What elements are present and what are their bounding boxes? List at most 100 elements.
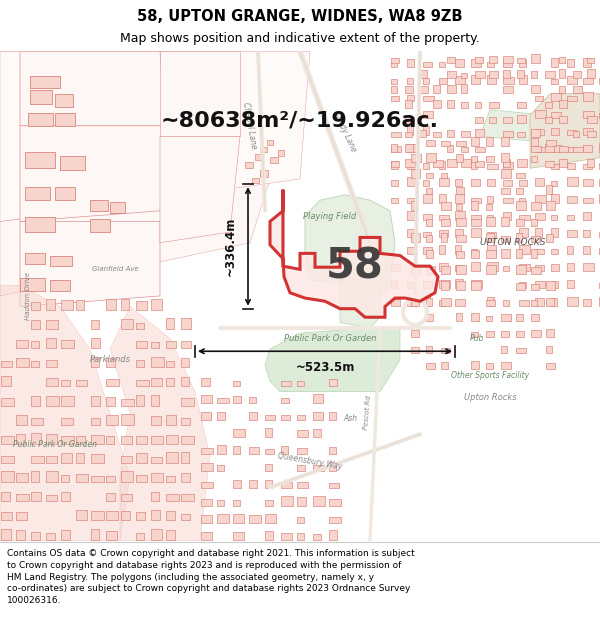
Polygon shape — [535, 298, 544, 306]
Polygon shape — [439, 230, 448, 238]
Polygon shape — [305, 195, 395, 296]
Polygon shape — [61, 453, 72, 463]
Polygon shape — [516, 233, 522, 242]
Polygon shape — [517, 159, 527, 168]
Polygon shape — [297, 415, 305, 421]
Polygon shape — [441, 362, 448, 369]
Polygon shape — [567, 147, 574, 152]
Polygon shape — [531, 236, 540, 242]
Polygon shape — [233, 396, 241, 403]
Polygon shape — [60, 156, 85, 171]
Polygon shape — [31, 341, 39, 348]
Polygon shape — [55, 113, 75, 126]
Polygon shape — [1, 398, 14, 406]
Polygon shape — [551, 145, 561, 152]
Polygon shape — [313, 496, 325, 506]
Polygon shape — [405, 132, 412, 138]
Polygon shape — [61, 530, 70, 539]
Polygon shape — [31, 361, 39, 368]
Polygon shape — [31, 492, 41, 501]
Polygon shape — [31, 321, 40, 329]
Polygon shape — [61, 474, 69, 482]
Polygon shape — [267, 139, 273, 145]
Polygon shape — [559, 69, 565, 78]
Polygon shape — [106, 492, 115, 501]
Polygon shape — [461, 131, 470, 138]
Polygon shape — [475, 118, 483, 122]
Polygon shape — [567, 130, 576, 135]
Polygon shape — [486, 316, 492, 321]
Polygon shape — [136, 395, 144, 406]
Polygon shape — [471, 249, 477, 254]
Polygon shape — [487, 164, 498, 169]
Polygon shape — [201, 499, 212, 506]
Polygon shape — [90, 200, 108, 211]
Polygon shape — [106, 436, 114, 444]
Polygon shape — [439, 62, 445, 68]
Polygon shape — [501, 249, 510, 258]
Polygon shape — [329, 447, 336, 454]
Polygon shape — [233, 429, 245, 438]
Polygon shape — [531, 156, 537, 162]
Polygon shape — [447, 100, 454, 107]
Polygon shape — [517, 115, 526, 122]
Polygon shape — [136, 301, 147, 310]
Polygon shape — [487, 179, 495, 186]
Polygon shape — [46, 396, 59, 406]
Polygon shape — [166, 530, 175, 539]
Polygon shape — [0, 51, 310, 221]
Polygon shape — [181, 494, 194, 501]
Polygon shape — [201, 532, 212, 539]
Polygon shape — [441, 348, 450, 353]
Polygon shape — [46, 360, 57, 368]
Polygon shape — [439, 215, 449, 221]
Polygon shape — [583, 179, 593, 186]
Polygon shape — [329, 530, 337, 539]
Polygon shape — [249, 480, 257, 489]
Polygon shape — [447, 130, 454, 138]
Polygon shape — [471, 160, 477, 169]
Polygon shape — [281, 415, 290, 421]
Polygon shape — [501, 138, 509, 146]
Polygon shape — [245, 162, 253, 168]
Polygon shape — [583, 212, 591, 221]
Polygon shape — [46, 456, 57, 463]
Polygon shape — [503, 162, 513, 169]
Polygon shape — [151, 416, 161, 424]
Polygon shape — [411, 201, 418, 210]
Polygon shape — [407, 229, 414, 238]
Polygon shape — [516, 173, 525, 178]
Polygon shape — [471, 250, 479, 258]
Polygon shape — [391, 180, 398, 186]
Polygon shape — [405, 144, 413, 152]
Polygon shape — [559, 100, 567, 107]
Polygon shape — [551, 58, 558, 68]
Polygon shape — [519, 180, 527, 186]
Polygon shape — [297, 482, 308, 489]
Polygon shape — [546, 281, 555, 289]
Polygon shape — [0, 51, 220, 221]
Polygon shape — [439, 263, 448, 271]
Polygon shape — [181, 357, 189, 367]
Text: Queensbury Way: Queensbury Way — [277, 451, 343, 471]
Polygon shape — [519, 59, 526, 68]
Polygon shape — [455, 211, 465, 221]
Polygon shape — [405, 118, 414, 122]
Polygon shape — [151, 472, 163, 482]
Text: Contains OS data © Crown copyright and database right 2021. This information is : Contains OS data © Crown copyright and d… — [7, 549, 415, 605]
Polygon shape — [489, 102, 499, 107]
Polygon shape — [441, 266, 450, 274]
Text: Sandy Lane: Sandy Lane — [331, 109, 359, 153]
Polygon shape — [16, 339, 28, 348]
Polygon shape — [455, 229, 463, 238]
Polygon shape — [166, 341, 176, 348]
Polygon shape — [151, 436, 163, 444]
Polygon shape — [181, 472, 190, 482]
Polygon shape — [217, 500, 224, 506]
Polygon shape — [297, 448, 307, 454]
Polygon shape — [426, 173, 433, 178]
Text: Playing Field: Playing Field — [304, 212, 356, 221]
Polygon shape — [456, 235, 466, 242]
Polygon shape — [535, 265, 544, 271]
Polygon shape — [433, 100, 441, 107]
